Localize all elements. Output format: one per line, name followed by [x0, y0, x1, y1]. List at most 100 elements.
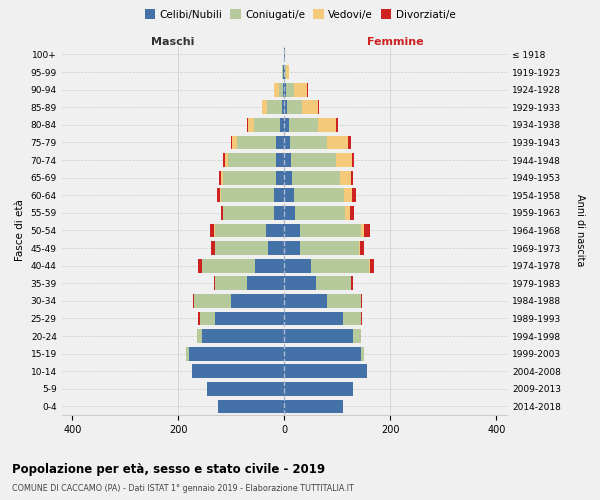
Bar [221, 171, 284, 184]
Bar [214, 224, 284, 237]
Bar [223, 153, 284, 167]
Bar [284, 83, 294, 96]
Bar [284, 83, 286, 96]
Bar [247, 118, 284, 132]
Bar [191, 364, 284, 378]
Bar [284, 153, 336, 167]
Text: Maschi: Maschi [151, 38, 194, 48]
Bar [284, 382, 353, 396]
Bar [284, 65, 289, 79]
Bar [221, 188, 284, 202]
Bar [284, 259, 370, 272]
Bar [208, 382, 284, 396]
Bar [254, 118, 284, 132]
Bar [284, 171, 340, 184]
Bar [284, 188, 344, 202]
Bar [284, 329, 361, 343]
Bar [284, 347, 364, 360]
Bar [284, 224, 300, 237]
Bar [248, 118, 284, 132]
Bar [217, 188, 284, 202]
Bar [276, 153, 284, 167]
Bar [284, 153, 352, 167]
Bar [284, 294, 327, 308]
Bar [284, 118, 336, 132]
Bar [223, 206, 284, 220]
Bar [284, 259, 369, 272]
Bar [223, 206, 284, 220]
Bar [202, 259, 284, 272]
Bar [218, 171, 284, 184]
Y-axis label: Anni di nascita: Anni di nascita [575, 194, 585, 266]
Bar [274, 188, 284, 202]
Bar [284, 83, 308, 96]
Bar [215, 276, 284, 290]
Bar [208, 382, 284, 396]
Bar [284, 382, 353, 396]
Bar [197, 329, 284, 343]
Bar [284, 259, 374, 272]
Bar [200, 312, 284, 326]
Bar [215, 241, 284, 255]
Bar [220, 188, 284, 202]
Bar [284, 136, 290, 149]
Bar [284, 347, 364, 360]
Bar [284, 329, 361, 343]
Bar [274, 206, 284, 220]
Bar [284, 259, 311, 272]
Bar [236, 136, 284, 149]
Bar [215, 276, 284, 290]
Legend: Celibi/Nubili, Coniugati/e, Vedovi/e, Divorziati/e: Celibi/Nubili, Coniugati/e, Vedovi/e, Di… [140, 5, 460, 24]
Bar [284, 206, 354, 220]
Bar [276, 171, 284, 184]
Bar [262, 100, 284, 114]
Bar [284, 136, 350, 149]
Bar [284, 153, 290, 167]
Bar [283, 83, 284, 96]
Bar [284, 382, 353, 396]
Bar [284, 241, 300, 255]
Y-axis label: Fasce di età: Fasce di età [15, 200, 25, 262]
Bar [274, 83, 284, 96]
Bar [218, 400, 284, 413]
Bar [284, 276, 316, 290]
Bar [284, 294, 362, 308]
Bar [284, 312, 362, 326]
Bar [284, 241, 359, 255]
Bar [284, 100, 319, 114]
Bar [284, 364, 367, 378]
Bar [268, 241, 284, 255]
Text: Popolazione per età, sesso e stato civile - 2019: Popolazione per età, sesso e stato civil… [12, 462, 325, 475]
Bar [280, 118, 284, 132]
Bar [284, 241, 364, 255]
Bar [191, 364, 284, 378]
Bar [284, 312, 343, 326]
Bar [255, 259, 284, 272]
Bar [284, 136, 327, 149]
Bar [284, 364, 367, 378]
Bar [284, 206, 350, 220]
Bar [186, 347, 284, 360]
Bar [186, 347, 284, 360]
Bar [232, 294, 284, 308]
Bar [200, 312, 284, 326]
Bar [284, 136, 348, 149]
Bar [284, 312, 361, 326]
Bar [262, 100, 284, 114]
Bar [191, 364, 284, 378]
Bar [228, 153, 284, 167]
Bar [284, 100, 287, 114]
Bar [281, 65, 284, 79]
Bar [284, 188, 294, 202]
Bar [214, 276, 284, 290]
Bar [284, 171, 292, 184]
Bar [218, 400, 284, 413]
Bar [284, 276, 350, 290]
Bar [284, 171, 353, 184]
Bar [284, 400, 343, 413]
Bar [284, 118, 318, 132]
Bar [278, 83, 284, 96]
Bar [284, 100, 302, 114]
Bar [215, 241, 284, 255]
Bar [284, 206, 295, 220]
